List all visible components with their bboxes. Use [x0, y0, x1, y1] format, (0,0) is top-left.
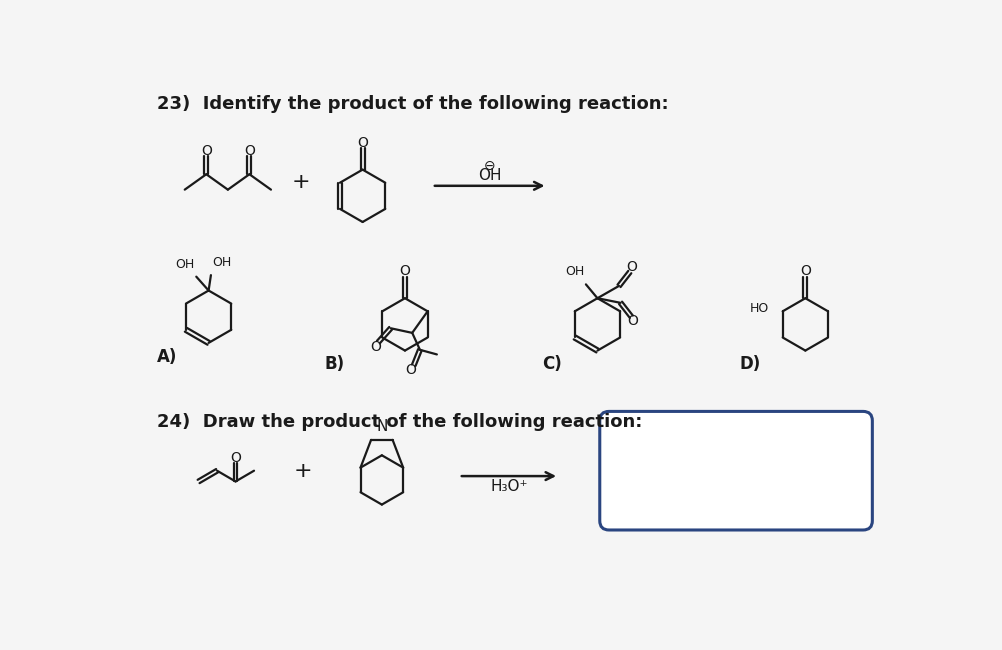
Text: 23)  Identify the product of the following reaction:: 23) Identify the product of the followin…: [157, 95, 668, 113]
Text: OH: OH: [565, 265, 584, 278]
Text: O: O: [371, 340, 382, 354]
Text: O: O: [800, 265, 811, 278]
Text: OH: OH: [478, 168, 501, 183]
Text: +: +: [294, 461, 313, 481]
Text: O: O: [200, 144, 211, 158]
Text: H₃O⁺: H₃O⁺: [490, 479, 528, 495]
Text: ⊖: ⊖: [484, 159, 495, 173]
Text: OH: OH: [175, 257, 194, 270]
Text: HO: HO: [749, 302, 769, 315]
Text: +: +: [292, 172, 311, 192]
Text: O: O: [400, 265, 411, 278]
Text: C): C): [542, 355, 562, 373]
Text: O: O: [230, 451, 241, 465]
Text: N: N: [376, 419, 388, 434]
Text: O: O: [626, 261, 637, 274]
Text: OH: OH: [212, 256, 231, 269]
Text: A): A): [157, 348, 177, 365]
Text: O: O: [243, 144, 255, 158]
FancyBboxPatch shape: [600, 411, 873, 530]
Text: O: O: [627, 315, 638, 328]
Text: D): D): [739, 355, 762, 373]
Text: B): B): [324, 355, 345, 373]
Text: 24)  Draw the product of the following reaction:: 24) Draw the product of the following re…: [157, 413, 642, 431]
Text: O: O: [357, 136, 368, 150]
Text: O: O: [405, 363, 416, 377]
